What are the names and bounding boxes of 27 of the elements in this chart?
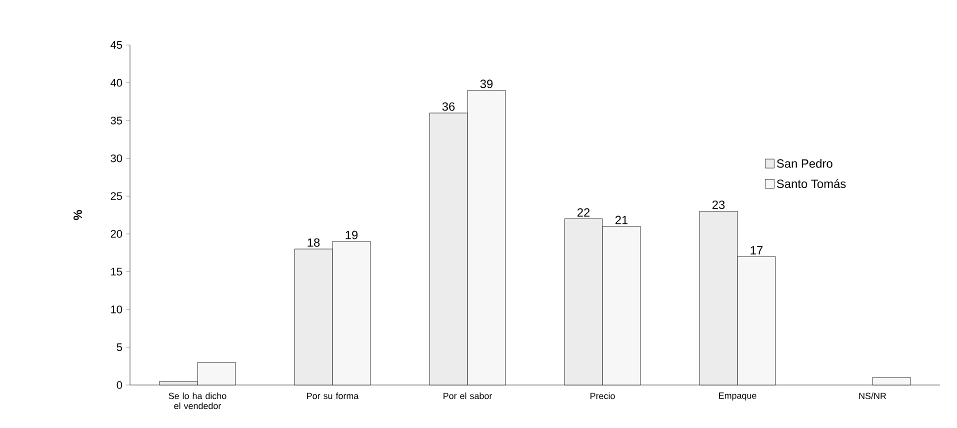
data-label: 39: [480, 80, 493, 88]
x-tick-label: NS/NR: [859, 392, 886, 400]
y-tick-label: 40: [110, 78, 122, 87]
x-tick-label: Se lo ha dicho el vendedor: [168, 392, 226, 410]
x-tick-label: Empaque: [719, 392, 756, 401]
y-axis-title: %: [74, 210, 82, 220]
y-tick-label: 20: [110, 230, 122, 238]
data-label: 17: [750, 246, 763, 254]
data-label: 19: [346, 230, 358, 240]
y-tick-label: 45: [110, 41, 122, 49]
data-label: 18: [308, 238, 320, 247]
y-tick-label: 10: [111, 306, 122, 314]
x-tick-label: Precio: [590, 392, 615, 400]
y-tick-label: 5: [116, 343, 122, 352]
data-label: 36: [442, 102, 455, 111]
legend-label: San Pedro: [776, 158, 832, 168]
y-tick-label: 30: [110, 154, 122, 162]
x-tick-label: Por el sabor: [444, 392, 492, 400]
y-tick-label: 35: [110, 116, 122, 124]
legend-label: Santo Tomás: [776, 179, 846, 188]
x-tick-label: Por su forma: [307, 392, 359, 400]
y-tick-label: 0: [116, 381, 122, 389]
data-label: 21: [615, 216, 628, 224]
y-tick-label: 25: [110, 192, 122, 200]
y-tick-label: 15: [111, 268, 122, 276]
data-label: 23: [712, 200, 725, 210]
data-label: 22: [577, 208, 590, 217]
